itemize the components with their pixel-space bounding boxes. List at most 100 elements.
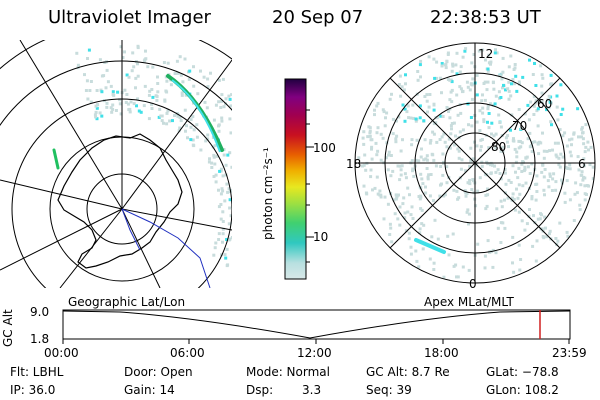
emission-pixel: [266, 276, 269, 279]
emission-pixel: [251, 192, 254, 195]
emission-pixel: [221, 232, 225, 236]
emission-pixel: [404, 229, 408, 233]
emission-pixel: [507, 89, 511, 93]
emission-pixel: [555, 155, 559, 159]
emission-pixel: [373, 108, 376, 112]
emission-pixel: [111, 107, 115, 111]
emission-pixel: [219, 203, 223, 206]
emission-pixel: [99, 88, 103, 92]
emission-pixel: [513, 66, 517, 70]
emission-pixel: [471, 157, 475, 161]
emission-pixel: [507, 97, 511, 101]
emission-pixel: [277, 201, 280, 204]
emission-pixel: [535, 182, 539, 186]
emission-pixel: [525, 222, 529, 226]
colorbar-tick-100: 100: [313, 141, 336, 155]
emission-pixel: [491, 80, 495, 84]
emission-pixel: [239, 200, 242, 203]
emission-pixel: [561, 134, 565, 138]
emission-pixel: [178, 116, 182, 119]
emission-pixel: [131, 51, 135, 55]
emission-pixel: [433, 218, 437, 222]
emission-pixel: [163, 98, 167, 102]
emission-pixel: [513, 208, 517, 212]
emission-pixel: [224, 163, 228, 167]
emission-pixel: [251, 209, 254, 212]
emission-pixel: [425, 158, 429, 162]
emission-pixel: [489, 163, 492, 167]
emission-pixel: [407, 237, 411, 241]
emission-pixel: [279, 171, 282, 174]
emission-pixel: [426, 110, 429, 114]
emission-pixel: [160, 119, 164, 123]
emission-pixel: [543, 215, 547, 219]
emission-pixel: [225, 182, 229, 186]
emission-pixel: [518, 268, 522, 272]
emission-pixel: [220, 99, 223, 103]
emission-pixel: [480, 164, 484, 168]
emission-pixel: [470, 61, 474, 65]
emission-pixel: [192, 128, 196, 132]
emission-pixel: [389, 226, 393, 230]
emission-pixel: [448, 98, 452, 102]
emission-pixel: [128, 107, 132, 111]
emission-pixel: [384, 116, 387, 120]
emission-pixel: [221, 210, 225, 214]
emission-pixel: [156, 90, 160, 94]
emission-pixel: [214, 241, 218, 245]
emission-pixel: [432, 108, 436, 112]
emission-pixel: [409, 116, 413, 120]
emission-pixel: [446, 234, 450, 238]
emission-pixel: [87, 48, 91, 52]
emission-pixel: [560, 178, 563, 182]
emission-pixel: [239, 185, 242, 188]
emission-pixel: [506, 134, 510, 138]
emission-pixel: [244, 179, 247, 182]
emission-pixel: [204, 139, 208, 143]
emission-pixel: [418, 104, 422, 108]
emission-pixel: [399, 94, 403, 98]
emission-pixel: [171, 119, 174, 123]
emission-pixel: [371, 188, 374, 192]
emission-pixel: [536, 107, 540, 111]
emission-pixel: [406, 186, 410, 190]
emission-pixel: [255, 188, 258, 191]
emission-pixel: [257, 203, 260, 206]
emission-pixel: [563, 131, 567, 135]
emission-pixel: [147, 117, 151, 121]
emission-pixel: [414, 117, 418, 121]
emission-pixel: [587, 148, 590, 152]
emission-pixel: [476, 189, 480, 193]
emission-pixel: [368, 134, 372, 138]
emission-pixel: [475, 144, 479, 148]
emission-pixel: [443, 193, 447, 197]
emission-pixel: [217, 100, 221, 104]
emission-pixel: [445, 60, 449, 64]
emission-pixel: [467, 212, 471, 216]
emission-pixel: [360, 164, 364, 168]
emission-pixel: [480, 99, 484, 103]
emission-pixel: [134, 86, 137, 90]
emission-pixel: [184, 93, 188, 97]
emission-pixel: [420, 222, 424, 226]
emission-pixel: [428, 141, 432, 145]
emission-pixel: [482, 118, 486, 122]
emission-pixel: [414, 249, 418, 253]
emission-pixel: [385, 111, 389, 115]
emission-pixel: [460, 158, 464, 162]
emission-pixel: [214, 173, 218, 177]
emission-pixel: [375, 175, 379, 179]
emission-pixel: [423, 95, 427, 98]
emission-pixel: [229, 214, 232, 218]
emission-pixel: [217, 232, 221, 236]
emission-pixel: [468, 182, 472, 186]
mlat-label-80: 80: [491, 140, 507, 154]
emission-pixel: [448, 116, 452, 120]
emission-pixel: [427, 105, 431, 109]
emission-pixel: [449, 124, 453, 128]
emission-pixel: [236, 213, 239, 216]
emission-pixel: [457, 196, 461, 200]
emission-pixel: [570, 137, 574, 141]
emission-pixel: [357, 156, 361, 160]
emission-pixel: [532, 95, 536, 99]
